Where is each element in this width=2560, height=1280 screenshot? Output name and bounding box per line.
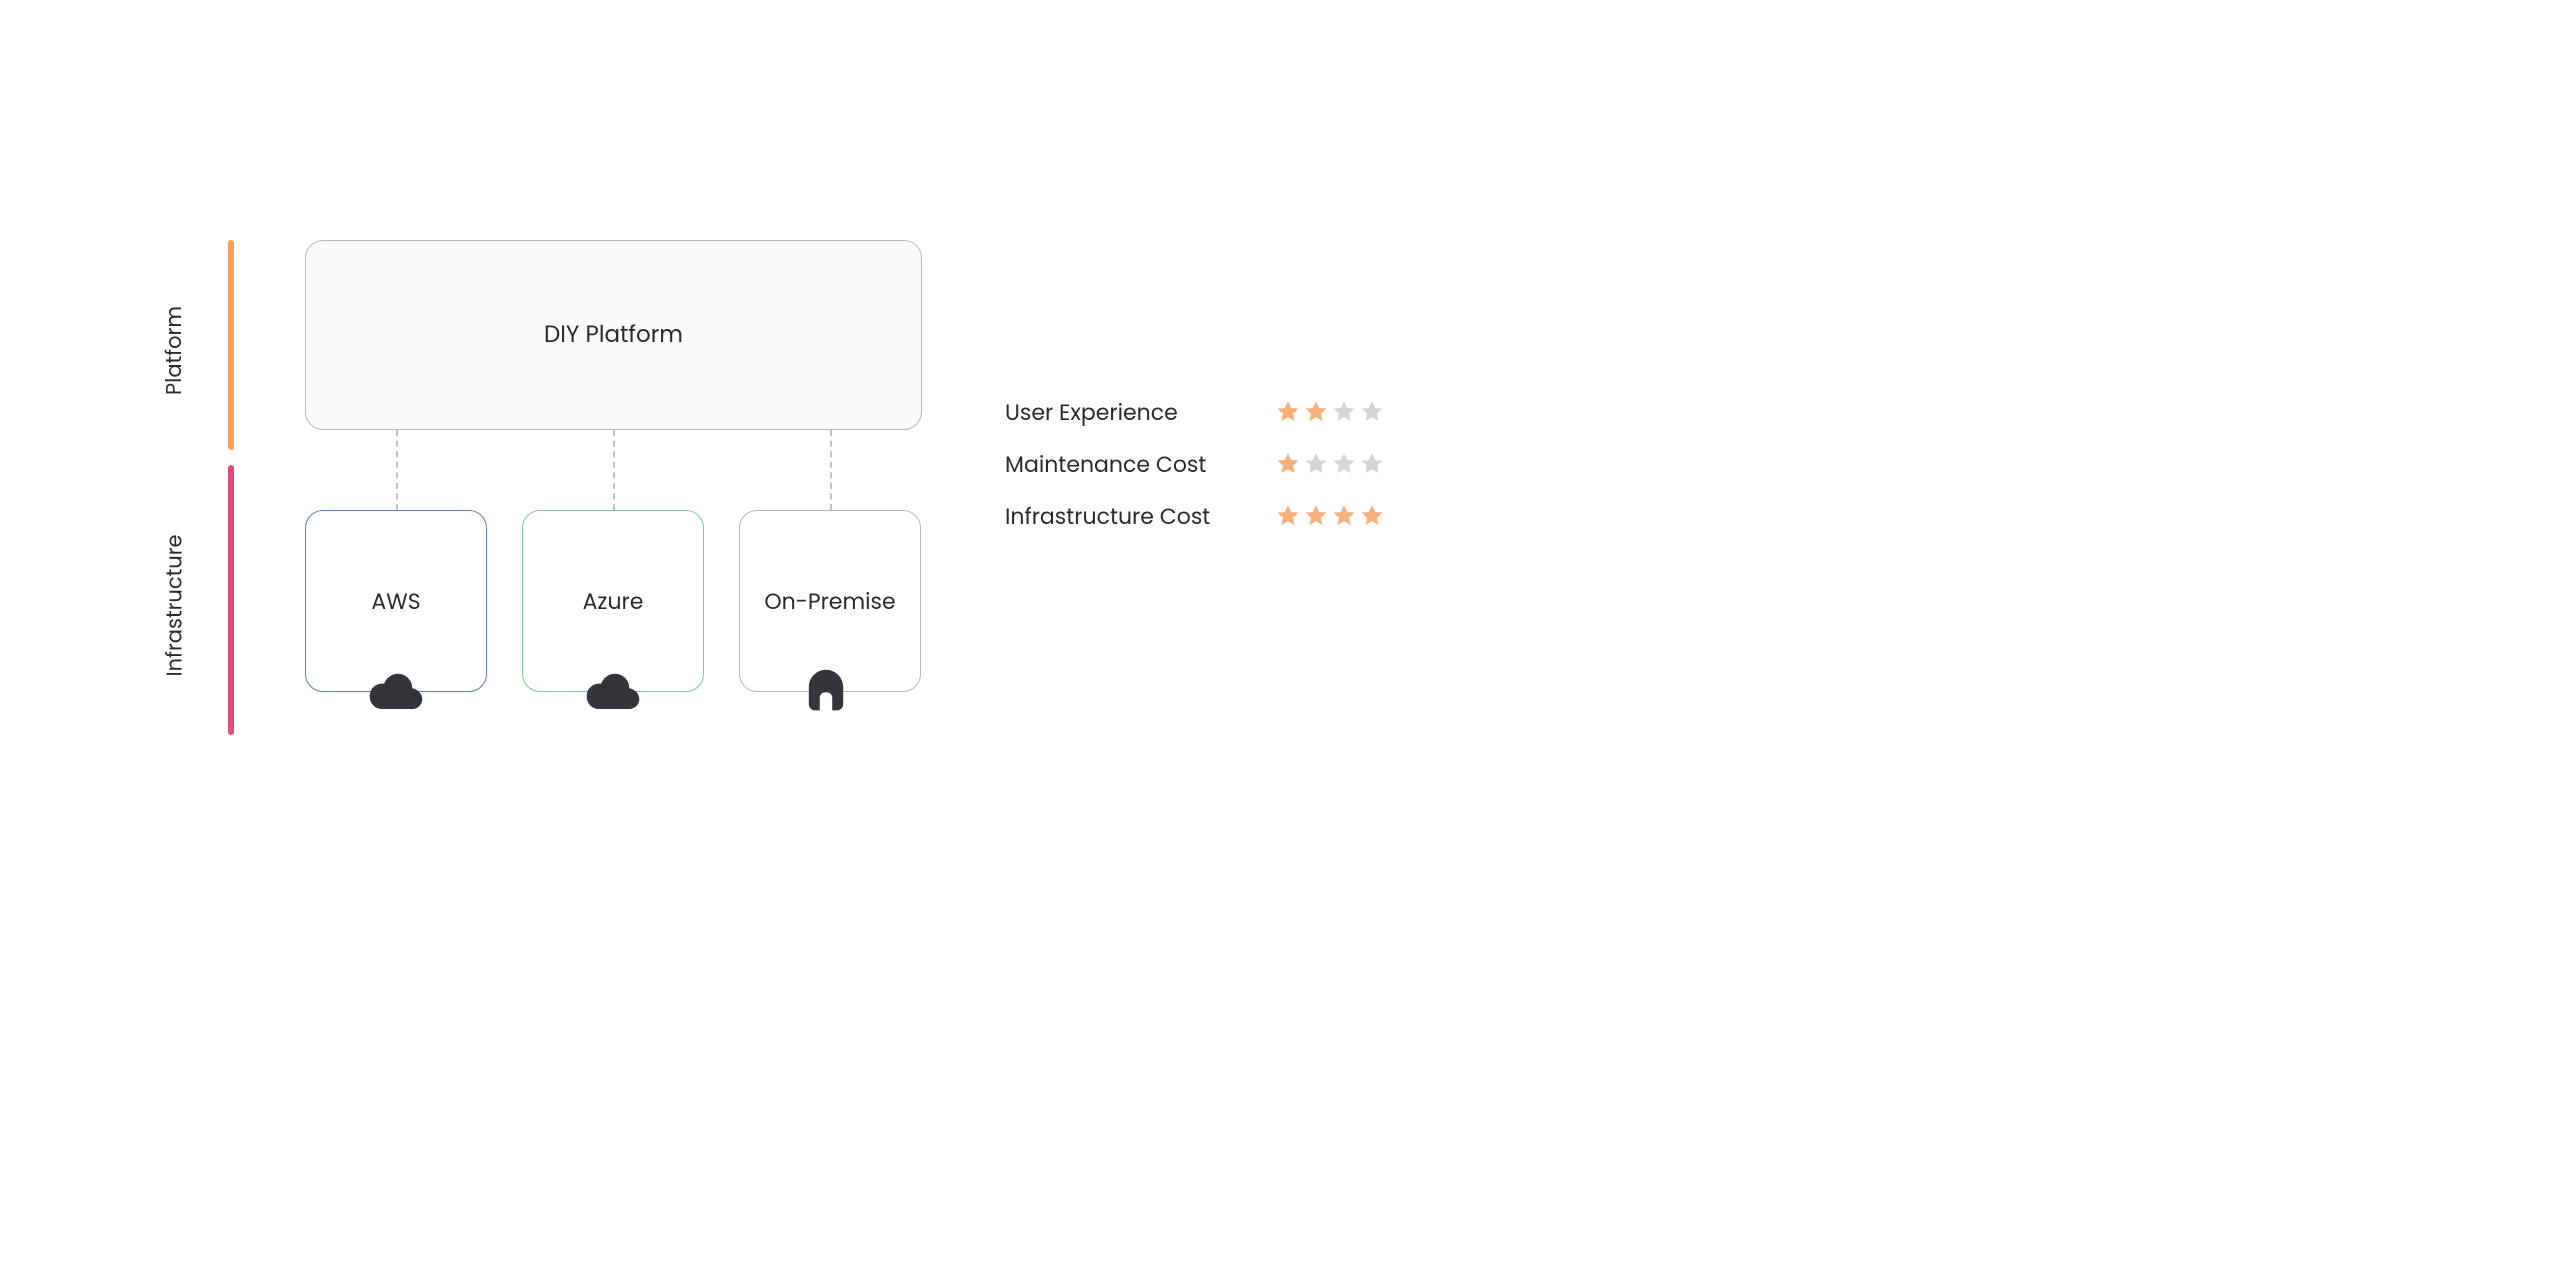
connector [396, 430, 398, 510]
cloud-icon [584, 665, 642, 715]
rating-stars [1275, 451, 1385, 477]
star-icon [1275, 451, 1301, 477]
star-icon [1275, 503, 1301, 529]
star-icon [1331, 451, 1357, 477]
infrastructure-row: AWS Azure On-Premise [305, 510, 922, 692]
rating-label: User Experience [1005, 396, 1178, 429]
star-icon [1303, 503, 1329, 529]
rating-stars [1275, 503, 1385, 529]
star-icon [1359, 451, 1385, 477]
infra-box-azure: Azure [522, 510, 704, 692]
connector [613, 430, 615, 510]
platform-box: DIY Platform [305, 240, 922, 430]
infra-label: Azure [583, 585, 644, 618]
infra-vline [228, 465, 234, 735]
connector [830, 430, 832, 510]
platform-label: DIY Platform [544, 318, 683, 352]
home-icon [801, 665, 859, 715]
star-icon [1331, 503, 1357, 529]
platform-vline [228, 240, 234, 450]
star-icon [1303, 399, 1329, 425]
rating-label: Infrastructure Cost [1005, 500, 1210, 533]
infra-side-label: Infrastructure [160, 534, 191, 676]
star-icon [1359, 399, 1385, 425]
star-icon [1303, 451, 1329, 477]
star-icon [1331, 399, 1357, 425]
rating-row: Maintenance Cost [1005, 447, 1385, 481]
infra-label: AWS [371, 585, 420, 618]
ratings-panel: User Experience Maintenance Cost Infrastru… [1005, 395, 1385, 551]
infra-label: On-Premise [764, 585, 895, 618]
infra-box-on-premise: On-Premise [739, 510, 921, 692]
star-icon [1359, 503, 1385, 529]
rating-row: Infrastructure Cost [1005, 499, 1385, 533]
cloud-icon [367, 665, 425, 715]
star-icon [1275, 399, 1301, 425]
rating-label: Maintenance Cost [1005, 448, 1206, 481]
infra-box-aws: AWS [305, 510, 487, 692]
rating-stars [1275, 399, 1385, 425]
platform-side-label: Platform [159, 306, 190, 395]
rating-row: User Experience [1005, 395, 1385, 429]
architecture-diagram: Platform Infrastructure DIY Platform AWS… [180, 240, 960, 760]
